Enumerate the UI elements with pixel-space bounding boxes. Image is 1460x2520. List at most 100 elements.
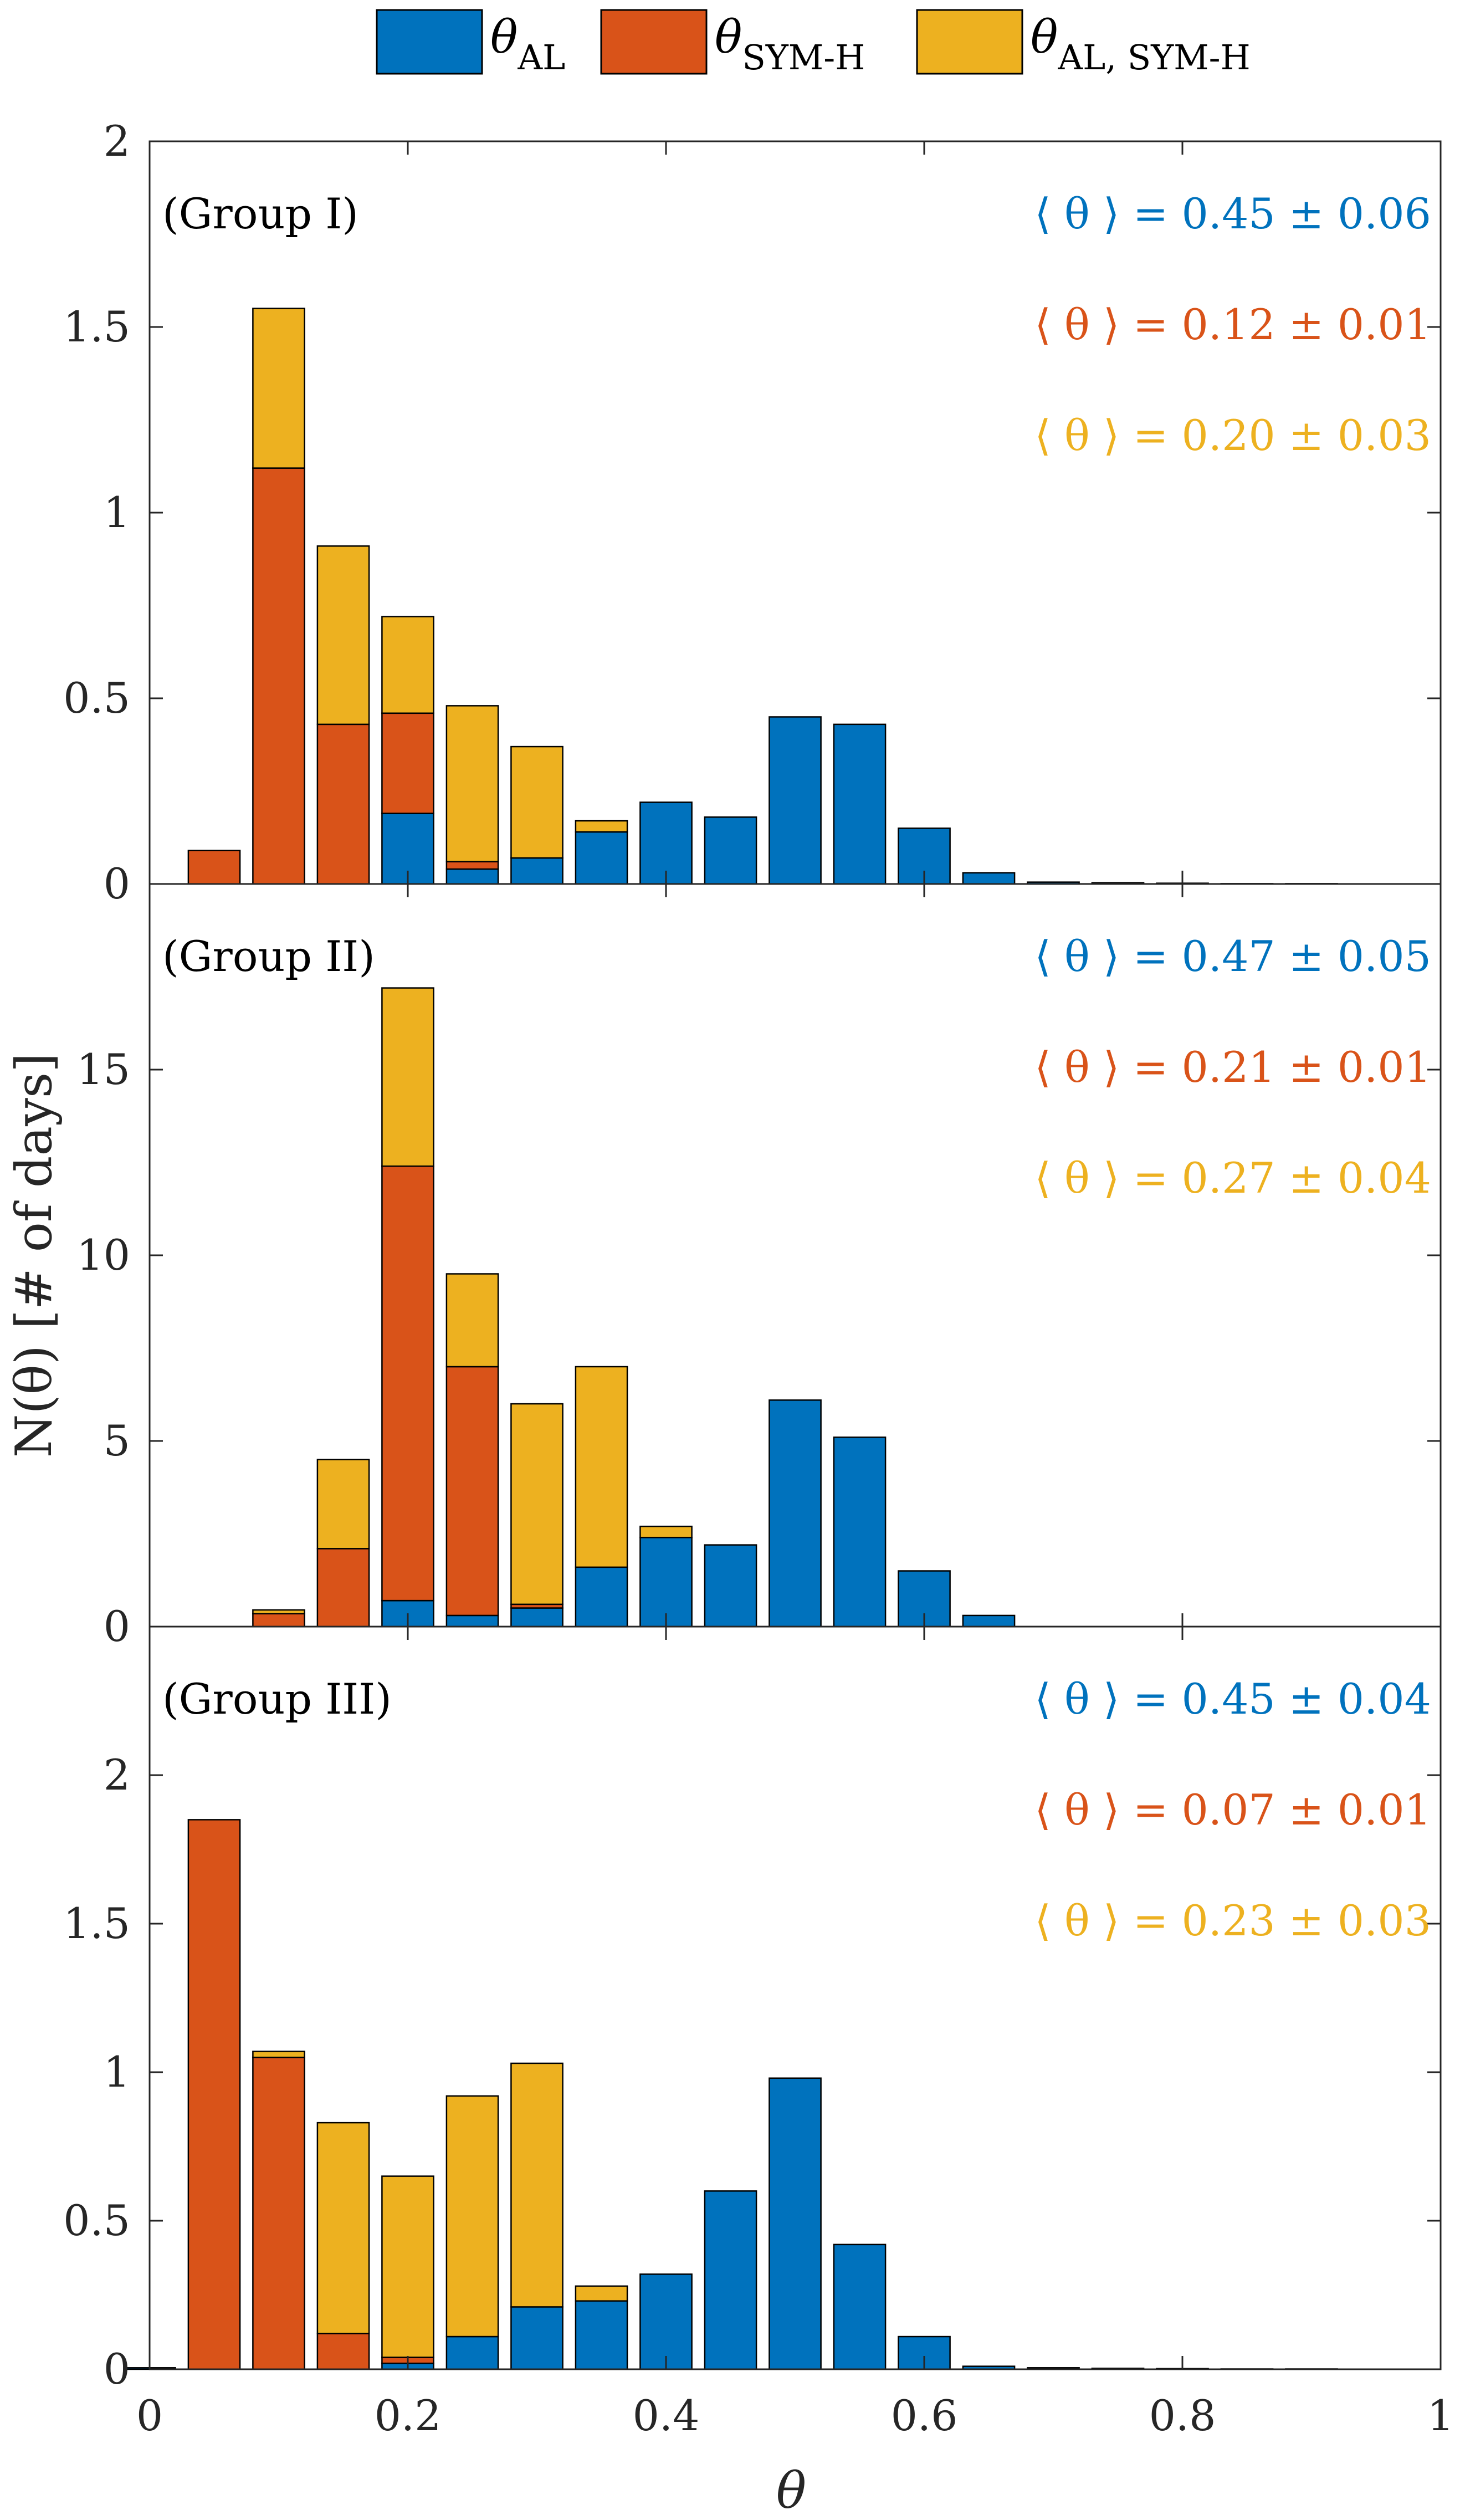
panel-2-group-label: (Group II) <box>162 932 375 981</box>
bar-panel3-series1-bin5 <box>445 2335 499 2370</box>
panel-2: 0 5 10 15 (Group II) ⟨ θ ⟩ = 0.47 ± 0.05 ⟨ θ ⟩… <box>76 883 1442 1651</box>
panel-2-mean-label-al: ⟨ θ ⟩ = 0.47 ± 0.05 <box>1034 932 1431 981</box>
bar-panel2-series3-bin8 <box>639 1525 693 1538</box>
bar-panel1-series3-bin4 <box>381 616 434 714</box>
axis-titles: N(θ) [# of days] θ <box>5 1053 806 2520</box>
panel-3-frame <box>148 1626 1442 2370</box>
bar-panel3-series1-bin7 <box>575 2300 628 2370</box>
y-tick-label: 1.5 <box>63 302 130 351</box>
bar-panel3-series1-bin8 <box>639 2273 693 2370</box>
bar-panel1-series1-bin13 <box>962 872 1016 885</box>
panel-1-group-label: (Group I) <box>162 189 358 238</box>
panel-1: 0 0.5 1 1.5 2 (Group I) ⟨ θ ⟩ = 0.45 ± 0.06 ⟨ θ… <box>63 116 1442 908</box>
x-axis-title: θ <box>776 2462 806 2520</box>
bar-panel2-series1-bin13 <box>962 1614 1016 1628</box>
bar-panel3-series2-bin2 <box>252 2056 305 2370</box>
bar-panel3-series1-bin11 <box>833 2243 887 2370</box>
bar-panel2-series2-bin3 <box>316 1548 370 1628</box>
bar-panel3-series3-bin6 <box>510 2062 563 2308</box>
bar-panel3-series3-bin3 <box>316 2122 370 2334</box>
bar-panel2-series1-bin10 <box>769 1399 822 1628</box>
bar-panel1-series2-bin2 <box>252 467 305 885</box>
y-tick-label: 10 <box>76 1230 130 1280</box>
bar-panel2-series1-bin5 <box>445 1614 499 1628</box>
bar-panel2-series2-bin5 <box>445 1366 499 1617</box>
panel-2-mean-label-both: ⟨ θ ⟩ = 0.27 ± 0.04 <box>1034 1153 1431 1203</box>
bar-panel2-series1-bin9 <box>704 1544 757 1628</box>
bar-panel1-series3-bin7 <box>575 820 628 833</box>
y-tick-label: 1 <box>104 488 130 537</box>
bar-panel1-series1-bin9 <box>704 816 757 885</box>
bar-panel1-series1-bin8 <box>639 801 693 885</box>
bar-panel3-series1-bin6 <box>510 2306 563 2370</box>
bar-panel1-series1-bin10 <box>769 716 822 885</box>
panel-3: 0 0.5 1 1.5 2 (Group III) ⟨ θ ⟩ = 0.45 ± 0.04 ⟨… <box>63 1626 1442 2394</box>
bar-panel3-series3-bin7 <box>575 2285 628 2302</box>
bar-panel1-series2-bin3 <box>316 723 370 885</box>
panel-2-mean-label-symh: ⟨ θ ⟩ = 0.21 ± 0.01 <box>1034 1042 1431 1092</box>
y-axis-title: N(θ) [# of days] <box>5 1053 63 1458</box>
legend-label-both: θAL, SYM-H <box>1031 11 1251 78</box>
bar-panel3-series1-bin10 <box>769 2077 822 2370</box>
y-tick-label: 0 <box>104 1602 130 1651</box>
legend-swatch-al <box>376 9 483 75</box>
bar-panel2-series1-bin11 <box>833 1437 887 1628</box>
bar-panel2-series2-bin4 <box>381 1165 434 1602</box>
bar-panel1-series1-bin5 <box>445 868 499 885</box>
bar-panel3-series3-bin2 <box>252 2051 305 2058</box>
x-tick-label: 0 <box>136 2391 163 2440</box>
y-tick-label: 0 <box>104 859 130 908</box>
y-tick-label: 0.5 <box>63 673 130 723</box>
y-tick-label: 15 <box>76 1045 130 1094</box>
panel-3-mean-label-both: ⟨ θ ⟩ = 0.23 ± 0.03 <box>1034 1896 1431 1945</box>
panels: 0 0.5 1 1.5 2 (Group I) ⟨ θ ⟩ = 0.45 ± 0.06 ⟨ θ… <box>63 116 1454 2440</box>
bar-panel1-series2-bin1 <box>187 850 241 885</box>
panel-1-mean-label-al: ⟨ θ ⟩ = 0.45 ± 0.06 <box>1034 189 1431 238</box>
y-tick-label: 0 <box>104 2344 130 2394</box>
y-tick-label: 1 <box>104 2047 130 2097</box>
bar-panel2-series1-bin6 <box>510 1607 563 1628</box>
bar-panel3-series3-bin4 <box>381 2175 434 2358</box>
bar-panel2-series3-bin4 <box>381 987 434 1167</box>
x-tick-labels: 0 0.2 0.4 0.6 0.8 1 <box>136 2391 1454 2440</box>
bar-panel3-series1-bin9 <box>704 2190 757 2370</box>
y-tick-label: 2 <box>104 1750 130 1800</box>
bar-panel1-series3-bin6 <box>510 745 563 859</box>
bar-panel1-series3-bin3 <box>316 545 370 725</box>
bar-panel2-series3-bin2 <box>252 1609 305 1614</box>
bar-panel1-series3-bin2 <box>252 308 305 469</box>
x-tick-label: 0.8 <box>1149 2391 1216 2440</box>
bar-panel1-series2-bin5 <box>445 861 499 870</box>
y-tick-label: 0.5 <box>63 2196 130 2245</box>
legend-swatch-symh <box>600 9 708 75</box>
bar-panel1-series1-bin7 <box>575 831 628 885</box>
y-tick-label: 5 <box>104 1416 130 1465</box>
y-tick-label: 1.5 <box>63 1899 130 1948</box>
legend-label-al: θAL <box>490 11 565 78</box>
panel-1-mean-label-symh: ⟨ θ ⟩ = 0.12 ± 0.01 <box>1034 300 1431 349</box>
bar-panel3-series2-bin1 <box>187 1819 241 2370</box>
legend-label-symh: θSYM-H <box>715 11 865 78</box>
bar-panel1-series2-bin4 <box>381 712 434 814</box>
panel-3-group-label: (Group III) <box>162 1674 392 1724</box>
legend-swatch-both <box>916 9 1023 75</box>
panel-3-mean-label-symh: ⟨ θ ⟩ = 0.07 ± 0.01 <box>1034 1785 1431 1834</box>
x-tick-label: 0.6 <box>891 2391 958 2440</box>
x-tick-label: 0.2 <box>375 2391 442 2440</box>
bar-panel2-series1-bin8 <box>639 1536 693 1628</box>
x-tick-label: 1 <box>1427 2391 1454 2440</box>
y-tick-label: 2 <box>104 116 130 166</box>
x-tick-label: 0.4 <box>633 2391 700 2440</box>
bar-panel3-series3-bin5 <box>445 2095 499 2338</box>
bar-panel1-series1-bin11 <box>833 723 887 885</box>
bar-panel3-series2-bin3 <box>316 2333 370 2370</box>
bar-panel2-series3-bin3 <box>316 1459 370 1550</box>
legend: θAL θSYM-H θAL, SYM-H <box>376 9 1251 78</box>
legend-item-symh: θSYM-H <box>600 9 865 78</box>
bar-panel2-series1-bin7 <box>575 1566 628 1628</box>
bar-panel2-series2-bin2 <box>252 1613 305 1628</box>
legend-item-both: θAL, SYM-H <box>916 9 1251 78</box>
panel-1-mean-label-both: ⟨ θ ⟩ = 0.20 ± 0.03 <box>1034 411 1431 460</box>
bar-panel2-series3-bin5 <box>445 1273 499 1368</box>
